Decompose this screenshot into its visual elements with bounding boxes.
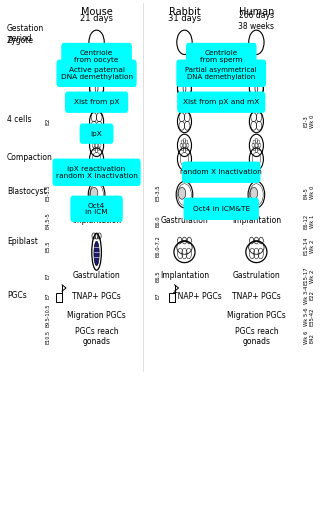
Text: E6-12
Wk 1: E6-12 Wk 1 [304,213,315,229]
Text: Gastrulation: Gastrulation [73,271,120,280]
Text: Rabbit: Rabbit [169,7,200,17]
Text: Centriole
from sperm: Centriole from sperm [200,50,243,63]
Text: 31 days: 31 days [168,14,201,23]
Ellipse shape [94,241,99,266]
Text: Oct4
in ICM: Oct4 in ICM [85,203,108,215]
Text: E3-3.5: E3-3.5 [155,184,160,201]
FancyBboxPatch shape [65,92,128,113]
Text: Implantation: Implantation [72,216,121,225]
Text: E6.5: E6.5 [155,270,160,281]
FancyBboxPatch shape [52,159,141,186]
FancyBboxPatch shape [184,197,259,220]
Text: E2-3
Wk 0: E2-3 Wk 0 [304,115,315,128]
FancyBboxPatch shape [61,43,132,70]
Text: TNAP+ PGCs: TNAP+ PGCs [72,292,121,301]
Text: PGCs reach
gonads: PGCs reach gonads [75,327,118,347]
Text: Mouse: Mouse [81,7,112,17]
Text: Gastrulation: Gastrulation [232,271,280,280]
Circle shape [90,187,98,199]
Text: Implantation: Implantation [232,216,281,225]
Text: E5.5: E5.5 [46,240,50,251]
Text: 266 days
38 weeks: 266 days 38 weeks [239,11,274,31]
Text: ipX: ipX [91,131,102,137]
FancyBboxPatch shape [176,60,266,87]
Bar [56,293,62,302]
Text: Xist from pX: Xist from pX [74,99,119,105]
Text: random X inactivation: random X inactivation [180,169,262,175]
Text: E4.5-5: E4.5-5 [46,213,50,230]
Text: E6.0-7.2: E6.0-7.2 [155,235,160,257]
Text: E3-3.5: E3-3.5 [46,184,50,201]
Text: TNAP+ PGCs: TNAP+ PGCs [173,292,221,301]
Text: Active paternal
DNA demethylation: Active paternal DNA demethylation [61,67,133,79]
FancyBboxPatch shape [80,124,114,144]
Text: E4-5
Wk 0: E4-5 Wk 0 [304,186,315,199]
Text: Implantation: Implantation [160,271,209,280]
Text: Migration PGCs: Migration PGCs [67,311,126,320]
FancyBboxPatch shape [177,92,265,113]
Bar [169,293,175,302]
FancyBboxPatch shape [56,60,137,87]
Text: E7: E7 [155,293,160,299]
Text: 4 cells: 4 cells [7,116,31,125]
FancyBboxPatch shape [182,161,261,183]
Circle shape [178,187,186,199]
Text: Partial asymmetrical
DNA demethylation: Partial asymmetrical DNA demethylation [186,67,257,79]
Text: E2: E2 [46,118,50,125]
Text: E6.0: E6.0 [155,215,160,227]
Text: Oct4 in ICM&TE: Oct4 in ICM&TE [193,206,250,212]
Text: Blastocyst: Blastocyst [7,187,47,195]
FancyBboxPatch shape [70,195,123,222]
Text: Zygote: Zygote [7,36,34,45]
Text: Wk 3-4
E22: Wk 3-4 E22 [304,286,315,304]
Text: E15-17
Wk 2: E15-17 Wk 2 [304,267,315,285]
Text: ipX reactivation
random X inactivation: ipX reactivation random X inactivation [56,166,137,179]
Text: Centriole
from oocyte: Centriole from oocyte [74,50,119,63]
Text: Gastrulation: Gastrulation [160,216,208,225]
Text: E7: E7 [46,293,50,299]
Text: Gestation
period: Gestation period [7,23,44,43]
Text: E7: E7 [46,272,50,279]
Text: 21 days: 21 days [80,14,113,23]
Text: E9.5-10.5: E9.5-10.5 [46,304,50,327]
Text: Compaction: Compaction [7,153,53,162]
Text: PGCs: PGCs [7,291,27,300]
Text: Wk 5-6
E35-42: Wk 5-6 E35-42 [304,307,315,326]
Circle shape [250,187,258,199]
Text: Wk 6
E42: Wk 6 E42 [304,331,315,345]
Text: Human: Human [239,7,274,17]
Text: Epiblast: Epiblast [7,237,38,246]
Text: Migration PGCs: Migration PGCs [227,311,286,320]
FancyBboxPatch shape [186,43,256,70]
Text: TNAP+ PGCs: TNAP+ PGCs [232,292,281,301]
Text: E13-14
Wk 2: E13-14 Wk 2 [304,237,315,255]
Text: Xist from pX and mX: Xist from pX and mX [183,99,259,105]
Text: E10.5: E10.5 [46,330,50,344]
Text: PGCs reach
gonads: PGCs reach gonads [235,327,278,347]
